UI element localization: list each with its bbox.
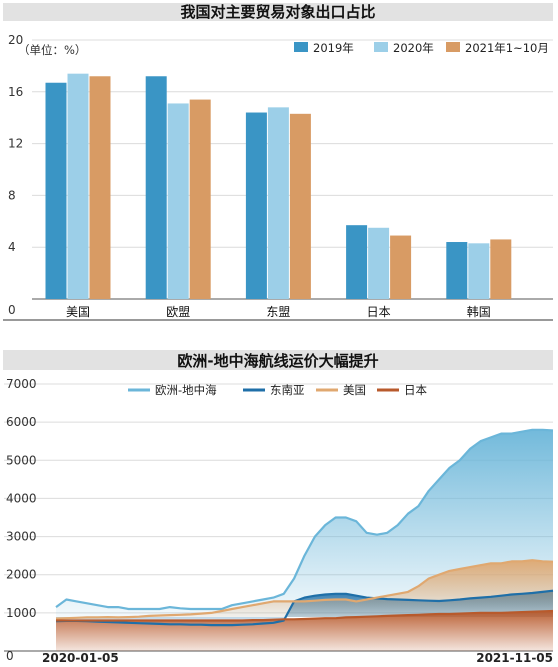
bar-y-tick-label: 0 — [8, 303, 16, 317]
area-legend-label: 日本 — [404, 383, 427, 397]
bar — [245, 112, 267, 300]
bar — [267, 107, 289, 299]
bar-legend-swatch — [446, 42, 460, 52]
bar-chart-title-band — [3, 3, 553, 21]
bar-legend-label: 2020年 — [393, 41, 434, 55]
area-y-tick-label: 0 — [6, 649, 14, 663]
bar — [346, 225, 368, 299]
bar-y-tick-label: 16 — [8, 85, 23, 99]
area-legend-label: 欧洲-地中海 — [155, 383, 217, 397]
bar — [390, 235, 412, 299]
bar-legend-swatch — [294, 42, 308, 52]
area-y-tick-label: 3000 — [6, 530, 37, 544]
bar-category-label: 欧盟 — [166, 305, 190, 319]
bar — [490, 239, 512, 299]
area-fill — [56, 429, 553, 617]
area-chart-title: 欧洲-地中海航线运价大幅提升 — [177, 352, 378, 370]
area-legend-label: 美国 — [343, 383, 366, 397]
bar-y-tick-label: 8 — [8, 188, 16, 202]
bar-y-tick-label: 4 — [8, 240, 16, 254]
bar-y-tick-label: 12 — [8, 137, 23, 151]
bar — [368, 227, 390, 299]
x-start-label: 2020-01-05 — [42, 651, 119, 665]
series-line — [55, 589, 554, 627]
bar — [67, 73, 89, 299]
bar — [189, 99, 211, 299]
bar-category-label: 美国 — [66, 305, 90, 319]
area-y-tick-label: 2000 — [6, 568, 37, 582]
bar — [167, 103, 189, 299]
area-fill — [56, 560, 553, 619]
series-line — [55, 559, 554, 620]
bar — [468, 243, 490, 299]
bar-category-label: 东盟 — [266, 305, 290, 319]
area-y-tick-label: 4000 — [6, 491, 37, 505]
area-y-tick-label: 6000 — [6, 415, 37, 429]
bar-chart-unit-note: （单位：%） — [18, 43, 86, 57]
bar — [446, 242, 468, 299]
bar-category-label: 韩国 — [467, 304, 491, 319]
series-line — [56, 609, 554, 622]
bar-category-label: 日本 — [367, 305, 391, 319]
bar — [145, 76, 167, 299]
bar-legend-label: 2021年1~10月 — [465, 41, 549, 55]
bar — [89, 76, 111, 299]
series-line — [55, 428, 554, 611]
bar-chart-title: 我国对主要贸易对象出口占比 — [180, 3, 375, 21]
bar-legend-swatch — [374, 42, 388, 52]
bar — [289, 113, 311, 299]
x-end-label: 2021-11-05 — [476, 651, 553, 665]
area-legend-label: 东南亚 — [270, 383, 305, 397]
area-chart-title-band — [3, 350, 553, 370]
bar-y-tick-label: 20 — [8, 33, 23, 47]
area-chart: 欧洲-地中海航线运价大幅提升 0 1000 2000 3000 4000 5000 6000… — [3, 350, 554, 665]
area-y-tick-label: 7000 — [6, 377, 37, 391]
bar — [45, 82, 67, 299]
area-y-tick-label: 5000 — [6, 453, 37, 467]
area-y-tick-label: 1000 — [6, 606, 37, 620]
bar-legend-label: 2019年 — [313, 41, 354, 55]
bar-chart: 我国对主要贸易对象出口占比 （单位：%） 0 4 8 12 16 20 美国 欧盟 东盟 日本 韩… — [3, 3, 553, 321]
